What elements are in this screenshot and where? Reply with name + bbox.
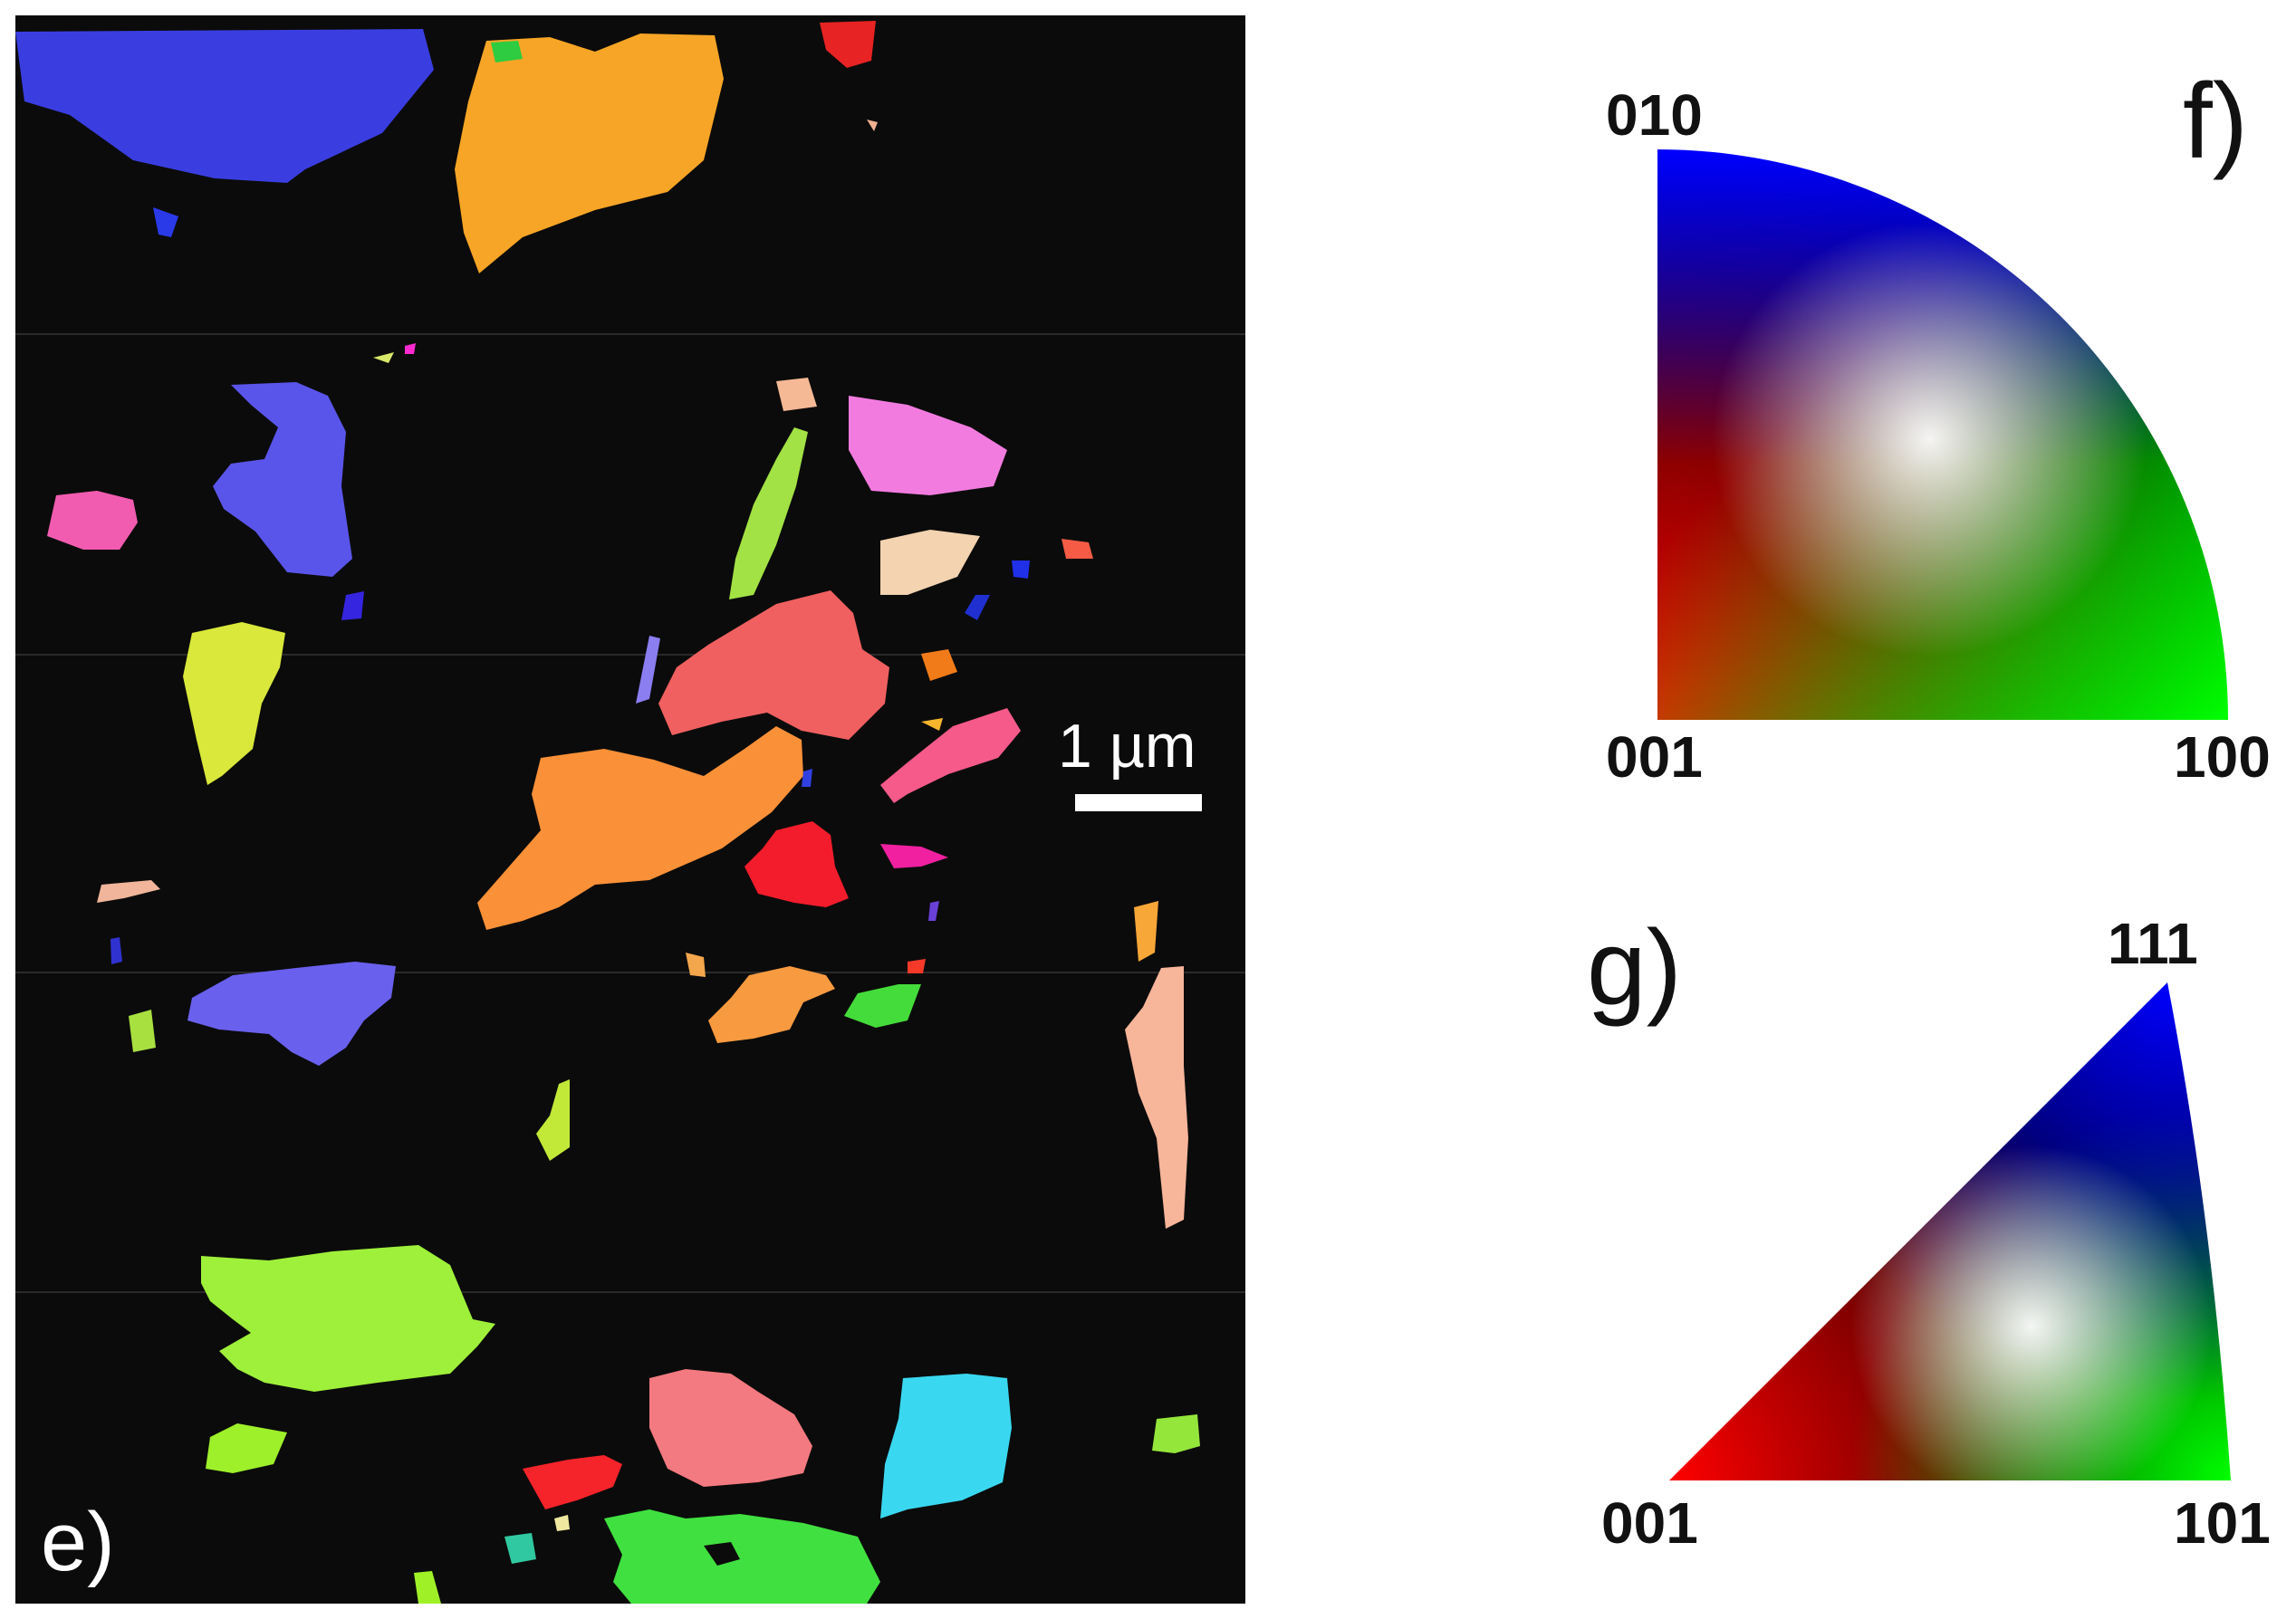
grain — [1152, 1414, 1200, 1453]
hole — [704, 1542, 740, 1566]
grain — [849, 396, 1007, 495]
grain — [405, 343, 416, 354]
grain — [47, 491, 138, 550]
ipf-color-key-triangle — [1669, 982, 2231, 1480]
grain — [206, 1423, 287, 1473]
ipf-key-g-graphic — [1669, 982, 2231, 1480]
miller-index-101: 101 — [2174, 1490, 2271, 1556]
miller-index-001: 001 — [1606, 724, 1703, 790]
grain — [867, 120, 878, 131]
grains — [15, 21, 1200, 1604]
grain — [455, 34, 724, 273]
scale-bar-label: 1 µm — [1058, 712, 1196, 781]
grain — [921, 649, 957, 681]
grain — [373, 352, 394, 363]
grain — [523, 1455, 622, 1509]
grain — [844, 984, 921, 1028]
grain — [965, 595, 990, 620]
miller-index-010: 010 — [1606, 82, 1703, 148]
grain — [686, 953, 706, 977]
grain — [554, 1515, 570, 1531]
grain-map — [15, 21, 1245, 1604]
grain — [729, 427, 808, 599]
grain — [97, 880, 160, 903]
ipf-key-f-graphic — [1657, 149, 2228, 720]
grain — [880, 708, 1021, 803]
miller-index-100: 100 — [2174, 724, 2271, 790]
grain — [110, 937, 122, 964]
grain — [928, 901, 939, 921]
grain — [213, 382, 352, 577]
grain — [880, 530, 980, 595]
grain — [477, 726, 803, 930]
grain — [880, 1374, 1012, 1518]
grain — [708, 966, 835, 1043]
grain — [1134, 901, 1158, 962]
panel-label-g: g) — [1587, 908, 1682, 1028]
grain — [658, 590, 889, 740]
grain — [604, 1509, 880, 1604]
grain — [201, 1245, 495, 1392]
grain — [880, 844, 948, 868]
grain — [1125, 966, 1188, 1229]
grain — [636, 636, 660, 704]
ipf-color-key-quarter-circle — [1657, 149, 2228, 720]
grain — [341, 591, 364, 620]
grain — [153, 207, 178, 237]
grain — [1062, 539, 1093, 559]
grain — [802, 769, 812, 787]
ebsd-orientation-map: e) 1 µm — [15, 15, 1245, 1604]
grain — [745, 821, 849, 907]
grain — [491, 41, 523, 62]
miller-index-001: 001 — [1601, 1490, 1698, 1556]
grain — [504, 1533, 536, 1564]
grain — [1012, 560, 1030, 579]
grain — [776, 378, 817, 411]
grain — [921, 718, 943, 731]
grain — [908, 959, 926, 973]
grain — [820, 21, 876, 68]
grain — [129, 1010, 156, 1052]
grain — [187, 962, 396, 1066]
grain — [414, 1571, 441, 1604]
grain — [15, 29, 434, 183]
panel-label-f: f) — [2183, 62, 2249, 181]
scale-bar — [1075, 794, 1202, 811]
grain — [183, 622, 285, 785]
miller-index-111: 111 — [2108, 911, 2198, 976]
grain — [536, 1079, 570, 1161]
grain — [649, 1369, 812, 1487]
panel-label-e: e) — [41, 1496, 115, 1588]
